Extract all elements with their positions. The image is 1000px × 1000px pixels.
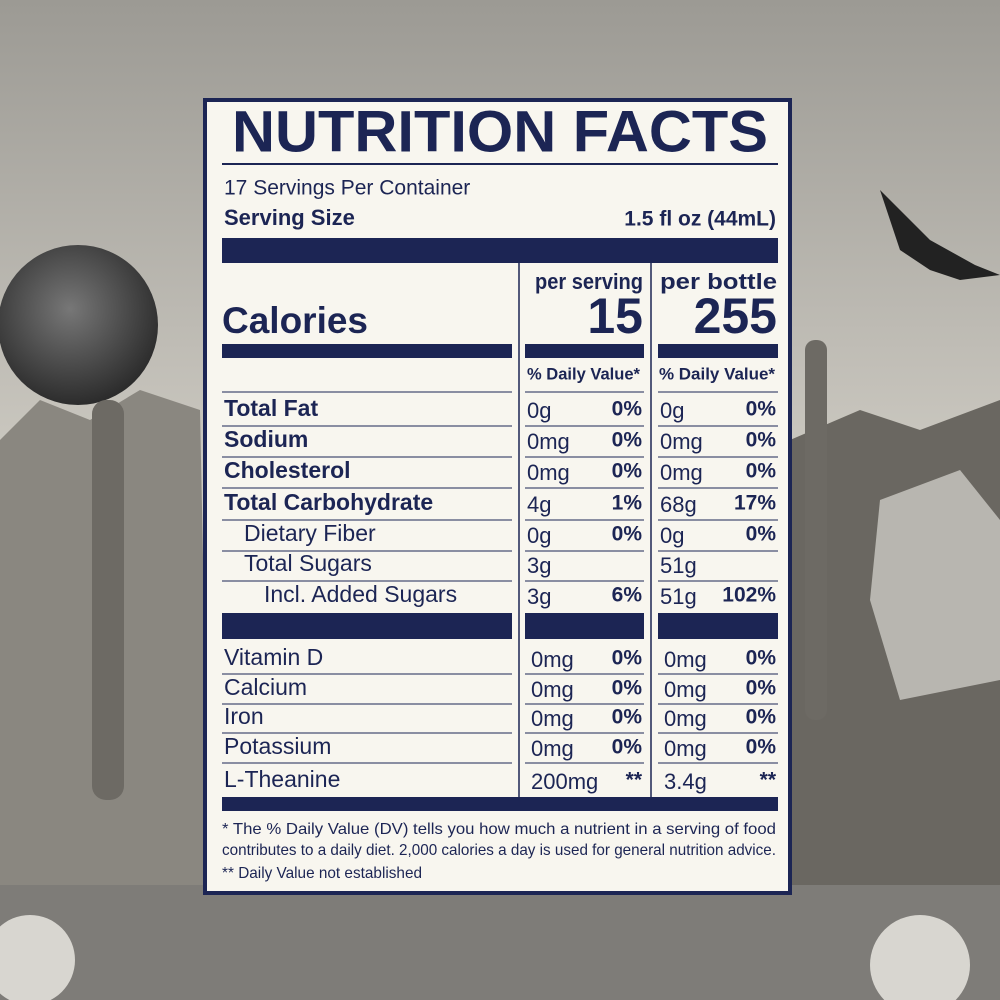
- serving-dv: 0%: [612, 429, 643, 452]
- bottle-dv: 0%: [746, 429, 777, 452]
- serving-dv: 0%: [612, 460, 643, 483]
- moon: [0, 245, 158, 405]
- water: [0, 885, 1000, 1000]
- nutrient-name: Cholesterol: [224, 457, 351, 483]
- title: NUTRITION FACTS: [232, 99, 768, 164]
- eagle: [880, 190, 1000, 280]
- bottle-amount: 0g: [660, 398, 684, 423]
- cactus: [92, 400, 124, 800]
- cactus: [805, 340, 827, 720]
- serving-amount: 0mg: [531, 647, 574, 672]
- column-heading: per serving: [535, 269, 643, 294]
- bottle-amount: 3.4g: [664, 769, 707, 794]
- column-heading: per bottle: [660, 269, 777, 294]
- bottle-amount: 68g: [660, 492, 697, 517]
- serving-amount: 0g: [527, 523, 551, 548]
- bottle-amount: 0g: [660, 523, 684, 548]
- nutrient-name: Incl. Added Sugars: [264, 581, 457, 607]
- bottle-amount: 0mg: [664, 736, 707, 761]
- dv-heading: % Daily Value*: [527, 364, 640, 383]
- serving-dv: 0%: [612, 523, 643, 546]
- bottle-dv: 0%: [746, 677, 777, 700]
- bottle-amount: 0mg: [660, 460, 703, 485]
- serving-amount: 3g: [527, 584, 551, 609]
- nutrient-name: Dietary Fiber: [244, 520, 376, 546]
- bottle-dv: 0%: [746, 398, 777, 421]
- serving-amount: 200mg: [531, 769, 598, 794]
- bottle-amount: 0mg: [664, 647, 707, 672]
- label-panel: [203, 98, 792, 895]
- flower: [870, 915, 970, 1000]
- nutrient-name: Iron: [224, 703, 264, 729]
- nutrient-name: Total Sugars: [244, 550, 372, 576]
- nutrient-name: Calcium: [224, 674, 307, 700]
- serving-amount: 0mg: [531, 677, 574, 702]
- serving-dv: **: [626, 769, 643, 792]
- nutrient-name: Vitamin D: [224, 644, 323, 670]
- footnote: contributes to a daily diet. 2,000 calor…: [222, 842, 776, 859]
- calories-value: 255: [694, 288, 777, 344]
- nutrient-name: Potassium: [224, 733, 331, 759]
- rule-bar: [658, 344, 778, 358]
- bottle-dv: 0%: [746, 460, 777, 483]
- nutrition-label: NUTRITION FACTS 17 Servings Per Container…: [222, 99, 778, 882]
- bottle-dv: 102%: [722, 584, 776, 607]
- serving-dv: 0%: [612, 706, 643, 729]
- serving-amount: 4g: [527, 492, 551, 517]
- nutrient-name: L-Theanine: [224, 766, 340, 792]
- bottle-dv: 0%: [746, 706, 777, 729]
- rule-bar: [525, 344, 644, 358]
- nutrient-name: Total Fat: [224, 395, 318, 421]
- serving-amount: 3g: [527, 553, 551, 578]
- bottle-dv: 17%: [734, 492, 776, 515]
- rule-bar: [222, 238, 778, 263]
- serving-dv: 0%: [612, 398, 643, 421]
- servings: 17 Servings Per Container: [224, 177, 470, 200]
- serving-dv: 0%: [612, 647, 643, 670]
- rule-bar: [222, 344, 512, 358]
- bottle-dv: 0%: [746, 647, 777, 670]
- bottle-amount: 0mg: [664, 677, 707, 702]
- serving-amount: 0mg: [531, 736, 574, 761]
- footnote: * The % Daily Value (DV) tells you how m…: [222, 821, 776, 838]
- flower: [0, 915, 75, 1000]
- bottle-amount: 51g: [660, 584, 697, 609]
- serving-dv: 0%: [612, 736, 643, 759]
- serving-amount: 0mg: [531, 706, 574, 731]
- serving-dv: 6%: [612, 584, 643, 607]
- serving-size-label: Serving Size: [224, 205, 355, 230]
- dv-heading: % Daily Value*: [659, 364, 775, 383]
- rule-bar: [525, 613, 644, 639]
- serving-dv: 1%: [612, 492, 643, 515]
- serving-dv: 0%: [612, 677, 643, 700]
- calories-value: 15: [587, 288, 643, 344]
- crystal: [870, 470, 1000, 700]
- serving-amount: 0g: [527, 398, 551, 423]
- calories-label: Calories: [222, 300, 368, 341]
- rule-bar: [222, 613, 512, 639]
- serving-amount: 0mg: [527, 460, 570, 485]
- rule-bar: [658, 613, 778, 639]
- bottle-amount: 51g: [660, 553, 697, 578]
- rule-bar: [222, 797, 778, 811]
- bottle-dv: 0%: [746, 523, 777, 546]
- bottle-amount: 0mg: [664, 706, 707, 731]
- serving-size-value: 1.5 fl oz (44mL): [624, 208, 776, 231]
- nutrient-name: Total Carbohydrate: [224, 489, 433, 515]
- bottle-dv: **: [760, 769, 777, 792]
- serving-amount: 0mg: [527, 429, 570, 454]
- bottle-amount: 0mg: [660, 429, 703, 454]
- bottle-dv: 0%: [746, 736, 777, 759]
- footnote: ** Daily Value not established: [222, 865, 422, 882]
- nutrient-name: Sodium: [224, 426, 308, 452]
